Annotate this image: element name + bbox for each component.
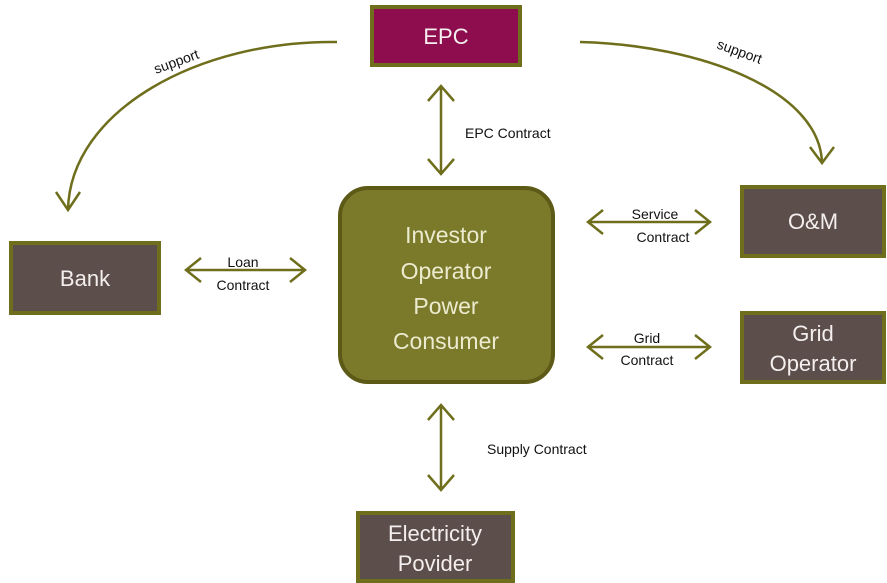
- edge-line: Contract: [637, 229, 690, 245]
- edge-label: support: [715, 36, 764, 67]
- edge-label: EPC Contract: [465, 125, 551, 141]
- node-line: Consumer: [393, 328, 499, 354]
- supply-arrow: [427, 403, 455, 492]
- node-line: Investor: [405, 222, 487, 248]
- edge-line: Service: [632, 206, 679, 222]
- edge-line: Grid: [634, 330, 660, 346]
- node-line: Grid: [792, 321, 834, 346]
- node-line: Operator: [770, 351, 857, 376]
- node-line: Operator: [401, 258, 492, 284]
- node-label: EPC: [423, 24, 468, 49]
- bank-box: [9, 241, 161, 315]
- om-box: [740, 185, 886, 258]
- epc-box: [370, 5, 522, 67]
- loan-arrow: [183, 257, 308, 283]
- center-box: [338, 186, 555, 384]
- grid-operator-box: [740, 311, 886, 384]
- grid-arrow: [585, 334, 713, 360]
- edge-label: Supply Contract: [487, 441, 587, 457]
- edge-line: Loan: [227, 254, 258, 270]
- service-arrow: [585, 209, 713, 235]
- epc-contract-arrow: [427, 84, 455, 176]
- node-line: Electricity: [388, 521, 482, 546]
- electricity-box: [356, 511, 515, 583]
- edge-line: Contract: [217, 277, 270, 293]
- edge-line: Contract: [621, 352, 674, 368]
- node-label: Bank: [60, 266, 111, 291]
- edge-label: support: [152, 46, 201, 77]
- node-line: Povider: [398, 551, 473, 576]
- support-arrow-right: [579, 40, 835, 166]
- arrows: [54, 40, 835, 492]
- node-label: O&M: [788, 209, 838, 234]
- support-arrow-left: [54, 40, 338, 213]
- node-line: Power: [413, 293, 479, 319]
